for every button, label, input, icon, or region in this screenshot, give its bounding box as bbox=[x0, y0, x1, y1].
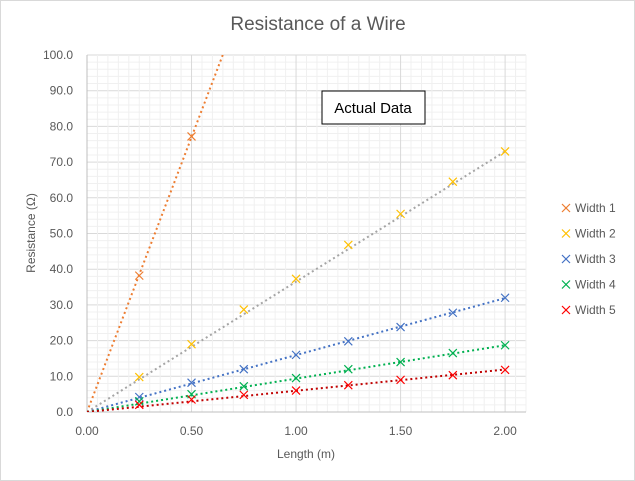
x-tick-label: 1.50 bbox=[389, 424, 413, 438]
data-point bbox=[291, 373, 301, 383]
legend-entry-3: Width 3 bbox=[561, 252, 616, 266]
grid bbox=[87, 54, 527, 413]
y-tick-label: 90.0 bbox=[50, 84, 74, 98]
data-point bbox=[239, 305, 249, 314]
legend-label: Width 4 bbox=[575, 278, 616, 292]
legend: Width 1 Width 2 Width 3 Width 4 Width 5 bbox=[561, 201, 616, 317]
data-point bbox=[343, 240, 353, 250]
data-point bbox=[448, 370, 458, 380]
x-tick-label: 2.00 bbox=[493, 424, 517, 438]
legend-entry-4: Width 4 bbox=[561, 278, 616, 292]
y-tick-label: 80.0 bbox=[50, 119, 74, 133]
legend-entry-2: Width 2 bbox=[561, 227, 616, 241]
data-point bbox=[396, 322, 405, 332]
legend-label: Width 5 bbox=[575, 303, 616, 317]
annotation-box: Actual Data bbox=[321, 90, 426, 125]
data-markers bbox=[134, 131, 510, 410]
data-point bbox=[134, 271, 144, 281]
data-point bbox=[396, 209, 405, 219]
legend-entry-1: Width 1 bbox=[561, 201, 616, 215]
trendline-2 bbox=[87, 150, 506, 412]
data-point bbox=[134, 400, 144, 410]
data-point bbox=[239, 381, 249, 391]
data-point bbox=[343, 380, 353, 390]
y-tick-label: 10.0 bbox=[50, 369, 74, 383]
axes bbox=[86, 55, 526, 413]
data-point bbox=[187, 339, 196, 349]
y-tick-label: 70.0 bbox=[50, 155, 74, 169]
data-point bbox=[291, 350, 301, 360]
data-point bbox=[500, 340, 510, 350]
y-tick-label: 30.0 bbox=[50, 298, 74, 312]
annotation-text: Actual Data bbox=[334, 100, 412, 117]
y-tick-label: 40.0 bbox=[50, 262, 74, 276]
x-axis-label: Length (m) bbox=[277, 447, 335, 461]
y-tick-label: 60.0 bbox=[50, 191, 74, 205]
tick-labels: 0.0 10.0 20.0 30.0 40.0 50.0 60.0 70.0 80.0 90.0 1… bbox=[43, 48, 517, 438]
data-point bbox=[134, 392, 144, 402]
data-point bbox=[291, 274, 301, 284]
data-point bbox=[448, 308, 458, 318]
data-point bbox=[448, 177, 458, 187]
data-point bbox=[343, 364, 353, 374]
x-tick-label: 0.50 bbox=[180, 424, 204, 438]
legend-entry-5: Width 5 bbox=[561, 303, 616, 317]
data-point bbox=[134, 372, 144, 382]
data-point bbox=[343, 336, 353, 346]
data-point bbox=[396, 375, 405, 385]
data-point bbox=[500, 293, 510, 303]
data-point bbox=[187, 395, 196, 404]
y-tick-label: 100.0 bbox=[43, 48, 73, 62]
x-tick-label: 1.00 bbox=[284, 424, 308, 438]
data-point bbox=[396, 357, 405, 367]
data-point bbox=[187, 378, 196, 388]
y-tick-label: 20.0 bbox=[50, 334, 74, 348]
data-point bbox=[500, 365, 510, 375]
y-axis-label: Resistance (Ω) bbox=[24, 193, 38, 273]
data-point bbox=[187, 131, 196, 141]
data-point bbox=[500, 146, 510, 156]
data-point bbox=[448, 348, 458, 358]
chart-title: Resistance of a Wire bbox=[230, 14, 405, 35]
data-point bbox=[239, 364, 249, 374]
data-point bbox=[239, 390, 249, 400]
legend-label: Width 2 bbox=[575, 227, 616, 241]
x-tick-label: 0.00 bbox=[75, 424, 99, 438]
data-point bbox=[291, 386, 301, 396]
y-tick-label: 0.0 bbox=[56, 405, 73, 419]
data-point bbox=[134, 396, 144, 406]
legend-label: Width 1 bbox=[575, 201, 616, 215]
y-tick-label: 50.0 bbox=[50, 227, 74, 241]
legend-label: Width 3 bbox=[575, 252, 616, 266]
